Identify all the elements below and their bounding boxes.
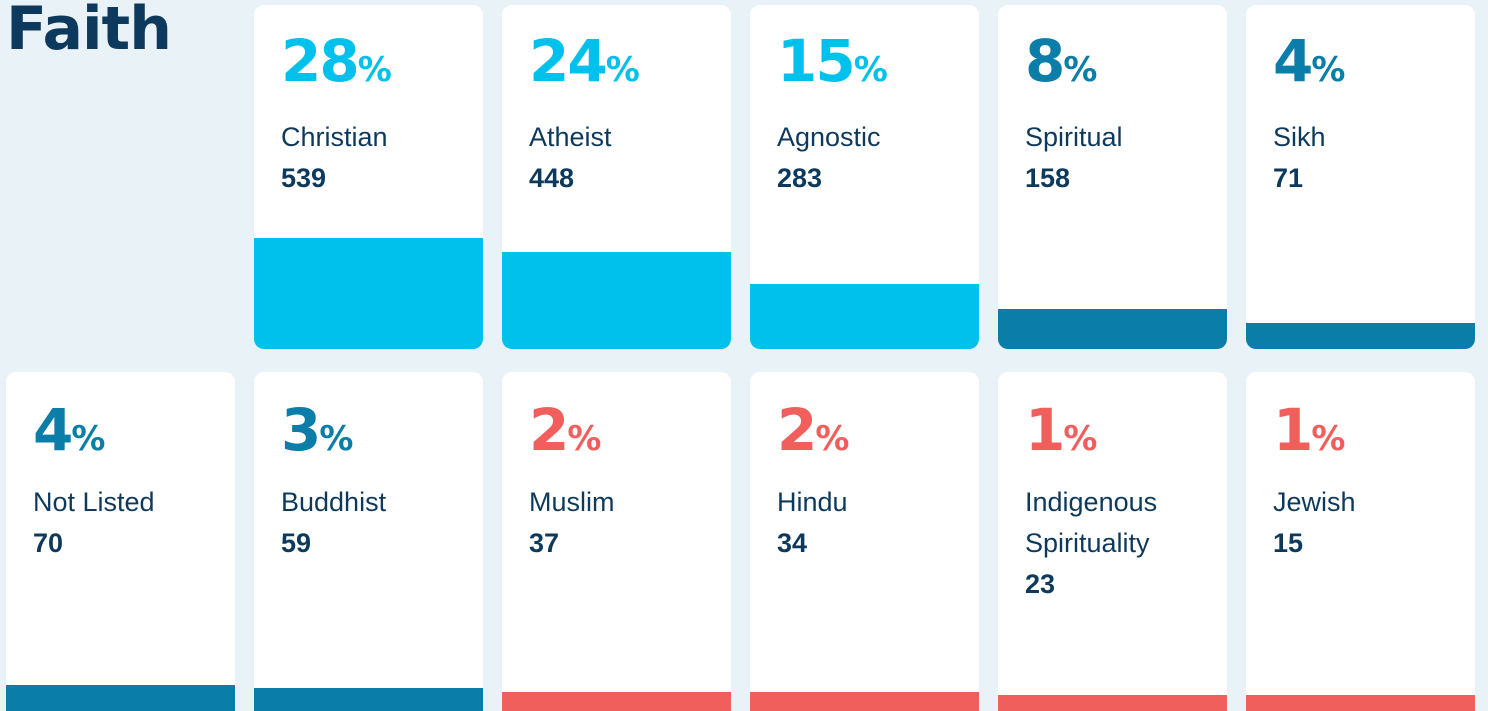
category-label: Atheist 448 (529, 117, 709, 199)
card: 2% Hindu 34 (750, 372, 979, 711)
category-name: Muslim (529, 487, 615, 517)
bar (998, 695, 1227, 711)
bar (1246, 695, 1475, 711)
card: 8% Spiritual 158 (998, 5, 1227, 349)
count: 70 (33, 528, 64, 558)
card: 1% Jewish 15 (1246, 372, 1475, 711)
percent-label: 4% (1273, 27, 1346, 95)
category-name: Not Listed (33, 487, 155, 517)
category-name: Christian (281, 122, 388, 152)
card: 4% Not Listed 70 (6, 372, 235, 711)
title: Faith (6, 0, 172, 64)
category-label: Hindu 34 (777, 482, 957, 564)
category-name: Indigenous Spirituality (1025, 487, 1158, 558)
bar (502, 691, 731, 711)
bar (750, 691, 979, 711)
count: 34 (777, 528, 808, 558)
count: 23 (1025, 569, 1056, 599)
count: 37 (529, 528, 560, 558)
category-label: Muslim 37 (529, 482, 709, 564)
bar (254, 688, 483, 711)
count: 59 (281, 528, 312, 558)
category-label: Spiritual 158 (1025, 117, 1205, 199)
category-label: Sikh 71 (1273, 117, 1453, 199)
count: 448 (529, 163, 575, 193)
percent-label: 28% (281, 27, 392, 95)
category-label: Agnostic 283 (777, 117, 957, 199)
card: 15% Agnostic 283 (750, 5, 979, 349)
category-label: Indigenous Spirituality 23 (1025, 482, 1205, 605)
card: 28% Christian 539 (254, 5, 483, 349)
category-name: Jewish (1273, 487, 1356, 517)
category-label: Christian 539 (281, 117, 461, 199)
count: 283 (777, 163, 823, 193)
percent-label: 4% (33, 396, 106, 464)
count: 71 (1273, 163, 1304, 193)
percent-label: 24% (529, 27, 640, 95)
card: 4% Sikh 71 (1246, 5, 1475, 349)
percent-label: 15% (777, 27, 888, 95)
count: 15 (1273, 528, 1304, 558)
category-label: Buddhist 59 (281, 482, 461, 564)
category-name: Sikh (1273, 122, 1326, 152)
card: 2% Muslim 37 (502, 372, 731, 711)
bar (750, 283, 979, 349)
bar (998, 308, 1227, 349)
bar (6, 684, 235, 711)
category-name: Spiritual (1025, 122, 1123, 152)
category-name: Hindu (777, 487, 848, 517)
card: 24% Atheist 448 (502, 5, 731, 349)
bar (254, 237, 483, 349)
category-name: Buddhist (281, 487, 387, 517)
category-name: Agnostic (777, 122, 881, 152)
count: 158 (1025, 163, 1071, 193)
category-name: Atheist (529, 122, 612, 152)
percent-label: 1% (1273, 396, 1346, 464)
count: 539 (281, 163, 327, 193)
bar (502, 251, 731, 349)
percent-label: 1% (1025, 396, 1098, 464)
category-label: Not Listed 70 (33, 482, 213, 564)
bar (1246, 322, 1475, 349)
percent-label: 3% (281, 396, 354, 464)
percent-label: 8% (1025, 27, 1098, 95)
percent-label: 2% (777, 396, 850, 464)
category-label: Jewish 15 (1273, 482, 1453, 564)
percent-label: 2% (529, 396, 602, 464)
card: 3% Buddhist 59 (254, 372, 483, 711)
card: 1% Indigenous Spirituality 23 (998, 372, 1227, 711)
